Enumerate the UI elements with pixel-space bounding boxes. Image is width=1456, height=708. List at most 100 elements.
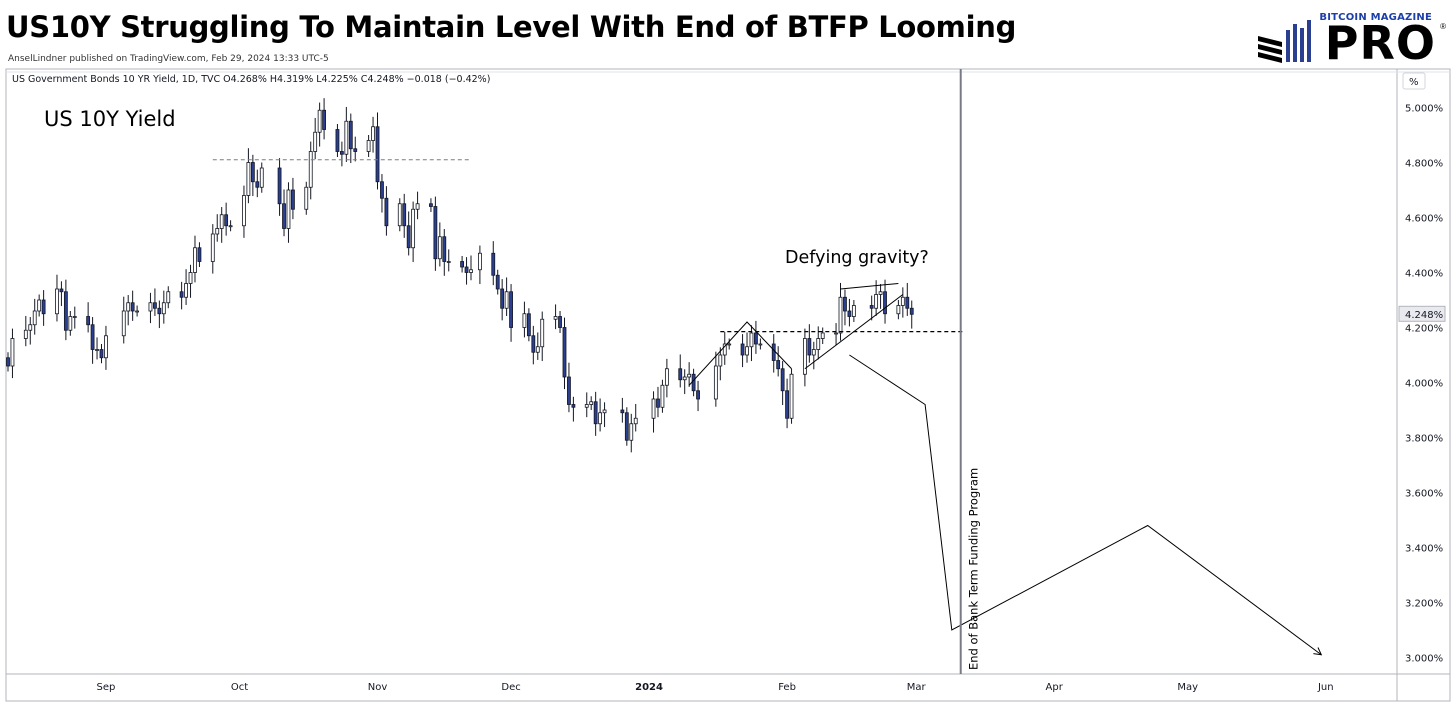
- candle-body: [469, 269, 473, 273]
- candle-body: [847, 310, 852, 317]
- brand-registered-mark: ®: [1440, 22, 1446, 31]
- candle: [851, 300, 856, 322]
- candle: [820, 327, 825, 344]
- candle: [135, 305, 140, 317]
- candle: [909, 300, 914, 329]
- candle: [776, 346, 781, 377]
- candle: [291, 177, 295, 220]
- candle: [95, 337, 99, 360]
- candle: [802, 328, 807, 387]
- candle: [6, 352, 10, 372]
- candle-body: [678, 368, 683, 381]
- candle-body: [745, 346, 749, 356]
- candle-body: [620, 409, 625, 414]
- page-title: US10Y Struggling To Maintain Level With …: [6, 10, 1017, 44]
- candle-body: [59, 288, 64, 293]
- candle-body: [41, 299, 46, 315]
- candle: [259, 162, 264, 193]
- candle: [157, 300, 162, 329]
- candle-body: [335, 129, 340, 152]
- candle-body: [55, 288, 59, 315]
- candle: [571, 396, 576, 422]
- candle-body: [210, 233, 215, 262]
- candle-body: [905, 296, 910, 309]
- candle-body: [344, 120, 349, 155]
- candle-body: [900, 296, 905, 306]
- candle-body: [148, 302, 153, 312]
- brand-logo: BITCOIN MAGAZINE PRO ®: [1256, 6, 1448, 66]
- candle: [780, 361, 785, 406]
- percent-scale-label: %: [1409, 77, 1419, 88]
- candle: [166, 286, 171, 309]
- chart-label-us10y: US 10Y Yield: [44, 107, 176, 131]
- candle-body: [656, 398, 660, 408]
- price-axis[interactable]: 5.000% 4.800% 4.600% 4.400% 4.200% 4.000% 3.80…: [1398, 72, 1446, 665]
- candle-body: [584, 404, 589, 408]
- candle-body: [130, 302, 135, 312]
- candle-body: [224, 214, 229, 227]
- candle: [161, 290, 166, 324]
- candle: [589, 396, 594, 410]
- candle-body: [776, 360, 781, 370]
- candle: [469, 255, 473, 281]
- candle: [55, 274, 59, 322]
- candle: [126, 295, 131, 326]
- candle-body: [491, 252, 496, 276]
- candle: [500, 279, 505, 321]
- candle-body: [228, 225, 233, 228]
- x-tick-label: Dec: [501, 682, 520, 693]
- candle-body: [664, 368, 669, 386]
- candle: [317, 102, 322, 147]
- candle-body: [366, 140, 371, 152]
- candle-body: [727, 343, 732, 346]
- y-tick-label: 4.200%: [1405, 324, 1443, 335]
- candle: [758, 338, 763, 350]
- candle-body: [696, 390, 700, 400]
- candle-body: [785, 390, 789, 419]
- candle-body: [135, 310, 140, 313]
- candle: [215, 214, 220, 242]
- candle-body: [286, 189, 291, 229]
- candle-body: [558, 316, 562, 328]
- candle: [509, 284, 513, 342]
- candle-body: [166, 291, 171, 304]
- candle: [567, 362, 571, 413]
- candle: [660, 379, 665, 413]
- candle: [197, 242, 202, 267]
- candle-body: [121, 310, 126, 337]
- candle: [148, 292, 153, 324]
- candle: [847, 298, 852, 327]
- candle: [553, 304, 558, 330]
- percent-scale-button[interactable]: [1402, 72, 1426, 90]
- candle: [718, 347, 723, 381]
- candle-body: [215, 228, 220, 235]
- candle-body: [874, 294, 879, 309]
- candle: [722, 331, 727, 365]
- candle: [277, 158, 282, 216]
- candle-body: [802, 338, 807, 375]
- candle-body: [713, 365, 718, 400]
- candle: [366, 135, 371, 157]
- candle: [228, 220, 233, 232]
- candle-body: [95, 349, 99, 351]
- candle-body: [250, 162, 255, 183]
- candle-body: [161, 302, 166, 315]
- candle-body: [464, 266, 469, 273]
- candle: [153, 288, 157, 316]
- candle: [179, 281, 184, 310]
- candle: [464, 257, 469, 285]
- y-tick-label: 3.600%: [1405, 489, 1443, 500]
- projection-path: [849, 354, 1322, 656]
- candle: [415, 191, 420, 220]
- y-tick-label: 3.200%: [1405, 599, 1443, 610]
- candle: [526, 308, 531, 342]
- candle-body: [843, 296, 847, 312]
- candle-body: [633, 417, 638, 425]
- candle-body: [509, 291, 513, 328]
- candle-body: [406, 225, 411, 249]
- time-axis[interactable]: Sep Oct Nov Dec 2024 Feb Mar Apr May Jun: [97, 682, 1334, 693]
- candle: [397, 198, 402, 232]
- last-price-badge: [1398, 305, 1446, 322]
- candle: [308, 141, 313, 200]
- candle-body: [442, 236, 447, 262]
